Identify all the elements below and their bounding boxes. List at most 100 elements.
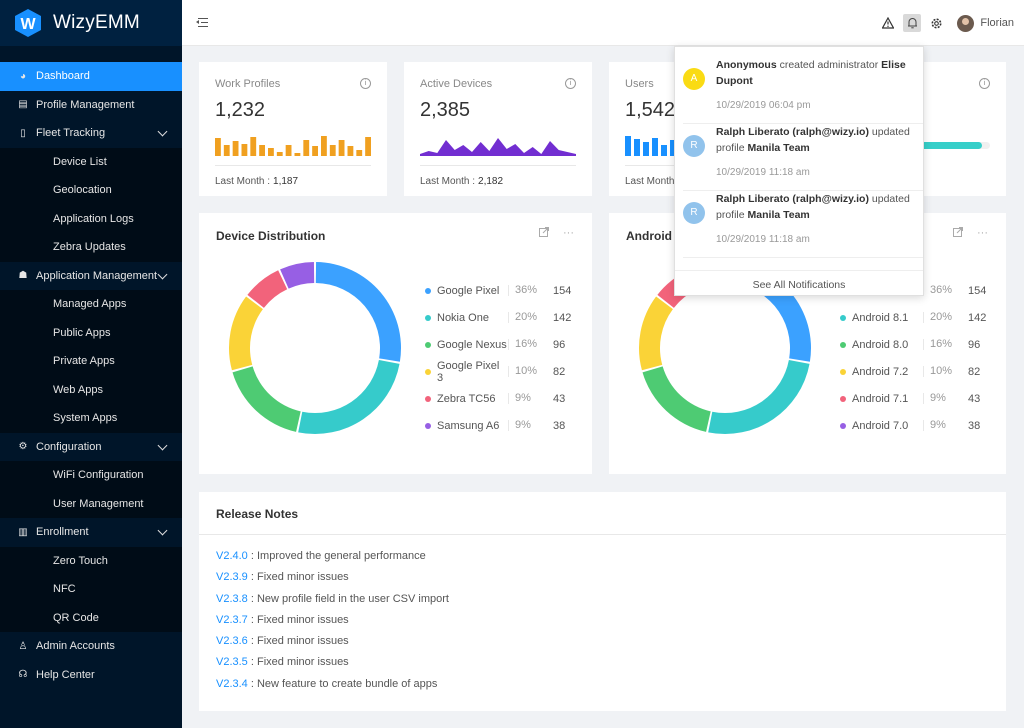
mini-bar — [215, 138, 221, 156]
mini-bar — [643, 142, 649, 156]
barcode-icon: ▥ — [18, 526, 28, 538]
export-icon[interactable] — [539, 227, 549, 240]
legend-item[interactable]: Android 8.0 16% 96 — [840, 331, 986, 358]
legend-item[interactable]: Google Pixel 3 10% 82 — [425, 358, 571, 385]
info-icon[interactable]: i — [360, 78, 371, 89]
chevron-down-icon[interactable] — [157, 440, 168, 450]
release-note-item: V2.4.0 : Improved the general performanc… — [216, 550, 449, 571]
export-icon[interactable] — [953, 227, 963, 240]
more-icon[interactable]: ··· — [563, 227, 574, 239]
legend-item[interactable]: Android 7.2 10% 82 — [840, 358, 986, 385]
see-all-notifications-link[interactable]: See All Notifications — [675, 270, 923, 291]
sidebar-item-web-apps[interactable]: Web Apps — [0, 375, 182, 404]
legend-item[interactable]: Google Nexus 16% 96 — [425, 331, 571, 358]
donut-slice-google-pixel[interactable] — [315, 262, 401, 362]
donut-slice-google-nexus[interactable] — [232, 366, 301, 432]
sidebar-item-application-logs[interactable]: Application Logs — [0, 204, 182, 233]
donut-slice-android-8-1[interactable] — [708, 359, 810, 435]
legend-item[interactable]: Android 7.0 9% 38 — [840, 412, 986, 439]
mini-bar — [268, 148, 274, 156]
android-icon: ☗ — [18, 270, 28, 282]
release-version-link[interactable]: V2.3.9 — [216, 571, 248, 584]
device-legend: Google Pixel 36% 154 Nokia One 20% 142 Google … — [425, 277, 571, 439]
sidebar-item-system-apps[interactable]: System Apps — [0, 404, 182, 433]
sidebar-item-application-management[interactable]: ☗ Application Management — [0, 262, 182, 291]
donut-slice-android-7-2[interactable] — [639, 296, 673, 371]
chevron-down-icon[interactable] — [157, 525, 168, 536]
bell-icon[interactable] — [903, 14, 922, 32]
sidebar-item-label: Web Apps — [53, 383, 103, 396]
chevron-down-icon[interactable] — [157, 269, 168, 279]
donut-slice-zebra-tc56[interactable] — [247, 270, 288, 308]
sidebar-item-user-management[interactable]: User Management — [0, 489, 182, 518]
legend-count: 38 — [968, 419, 981, 432]
sidebar-item-profile-management[interactable]: ▤ Profile Management — [0, 91, 182, 120]
legend-item[interactable]: Android 7.1 9% 43 — [840, 385, 986, 412]
release-version-link[interactable]: V2.3.4 — [216, 677, 248, 690]
sidebar-item-wifi-configuration[interactable]: WiFi Configuration — [0, 461, 182, 490]
sidebar-item-device-list[interactable]: Device List — [0, 147, 182, 176]
donut-slice-samsung-a6[interactable] — [280, 262, 315, 289]
sidebar-item-geolocation[interactable]: Geolocation — [0, 176, 182, 205]
chevron-down-icon[interactable] — [157, 126, 168, 137]
sidebar-item-fleet-tracking[interactable]: ▯ Fleet Tracking — [0, 119, 182, 148]
info-icon[interactable]: i — [565, 78, 576, 89]
more-icon[interactable]: ··· — [977, 227, 988, 239]
sidebar-item-label: Help Center — [36, 668, 95, 681]
legend-count: 96 — [553, 338, 566, 351]
notification-item[interactable]: R Ralph Liberato (ralph@wizy.io) updated … — [683, 124, 923, 191]
sidebar-item-label: Application Logs — [53, 212, 134, 225]
notification-text: Anonymous created administrator Elise Du… — [716, 57, 913, 89]
sidebar-item-private-apps[interactable]: Private Apps — [0, 347, 182, 376]
legend-item[interactable]: Google Pixel 36% 154 — [425, 277, 571, 304]
donut-slice-google-pixel-3[interactable] — [229, 296, 263, 371]
sidebar-item-nfc[interactable]: NFC — [0, 575, 182, 604]
header: Florian — [182, 0, 1024, 46]
brand[interactable]: W WizyEMM — [0, 0, 182, 46]
legend-label: Zebra TC56 — [437, 392, 496, 405]
release-version-link[interactable]: V2.3.6 — [216, 635, 248, 648]
sidebar-item-admin-accounts[interactable]: ♙ Admin Accounts — [0, 632, 182, 661]
legend-item[interactable]: Android 8.1 20% 142 — [840, 304, 986, 331]
user-avatar[interactable] — [957, 14, 975, 32]
donut-slice-android-8-0[interactable] — [642, 366, 711, 432]
sidebar-item-public-apps[interactable]: Public Apps — [0, 318, 182, 347]
sidebar-item-configuration[interactable]: ⚙ Configuration — [0, 433, 182, 462]
legend-item[interactable]: Zebra TC56 9% 43 — [425, 385, 571, 412]
user-name[interactable]: Florian — [980, 17, 1014, 29]
mini-bar — [303, 140, 310, 156]
sidebar-item-dashboard[interactable]: ◕ Dashboard — [0, 62, 182, 91]
mobile-icon: ▯ — [20, 127, 26, 139]
donut-slice-android-9-0[interactable] — [725, 262, 811, 362]
sidebar-item-qr-code[interactable]: QR Code — [0, 603, 182, 632]
sidebar-item-enrollment[interactable]: ▥ Enrollment — [0, 518, 182, 547]
warning-icon[interactable] — [878, 13, 898, 33]
legend-dot — [840, 341, 846, 348]
info-icon[interactable]: i — [979, 78, 990, 89]
sidebar-menu: ◕ Dashboard ▤ Profile Management ▯ Fleet Trac… — [0, 62, 182, 689]
notification-time: 10/29/2019 11:18 am — [716, 234, 810, 245]
legend-item[interactable]: Samsung A6 9% 38 — [425, 412, 571, 439]
gear-icon[interactable] — [926, 13, 946, 33]
donut-slice-nokia-one[interactable] — [298, 359, 400, 435]
sidebar-item-label: Configuration — [36, 440, 102, 453]
release-version-link[interactable]: V2.3.7 — [216, 613, 248, 626]
legend-percent: 20% — [508, 312, 548, 323]
release-version-link[interactable]: V2.3.8 — [216, 592, 248, 605]
release-version-link[interactable]: V2.4.0 — [216, 550, 248, 562]
release-note-text: : Fixed minor issues — [250, 635, 349, 648]
legend-count: 142 — [553, 311, 572, 324]
mini-bar — [652, 138, 658, 156]
release-note-text: : New profile field in the user CSV impo… — [250, 592, 449, 605]
release-version-link[interactable]: V2.3.5 — [216, 656, 248, 669]
sidebar-item-help-center[interactable]: ☊ Help Center — [0, 661, 182, 690]
stat-title: Users — [625, 78, 654, 90]
sidebar-item-managed-apps[interactable]: Managed Apps — [0, 290, 182, 319]
notification-item[interactable]: R Ralph Liberato (ralph@wizy.io) updated … — [683, 191, 923, 258]
sidebar-item-zebra-updates[interactable]: Zebra Updates — [0, 233, 182, 262]
menu-fold-icon[interactable] — [196, 17, 208, 28]
sidebar-item-zero-touch[interactable]: Zero Touch — [0, 546, 182, 575]
legend-item[interactable]: Nokia One 20% 142 — [425, 304, 571, 331]
logo-icon: W — [13, 8, 43, 38]
notification-item[interactable]: A Anonymous created administrator Elise D… — [683, 57, 923, 124]
